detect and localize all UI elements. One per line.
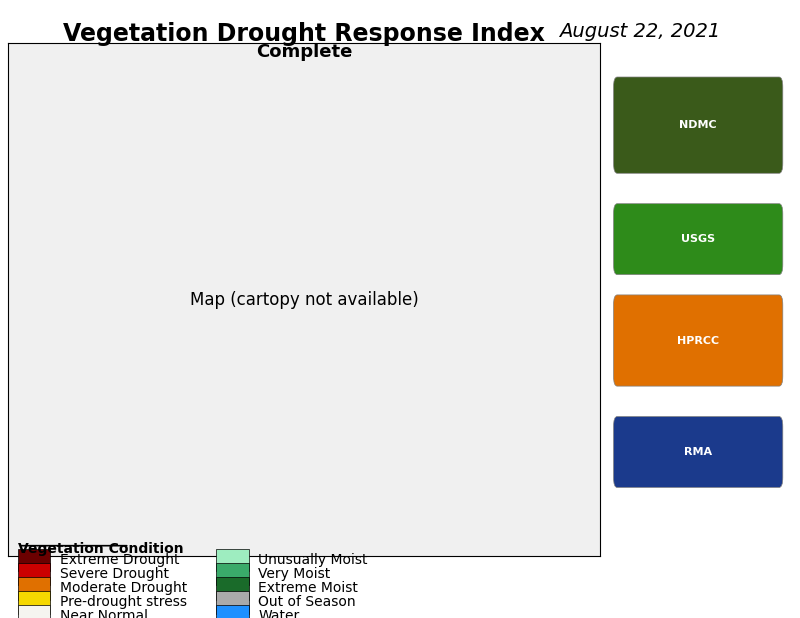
FancyBboxPatch shape <box>614 295 782 386</box>
Text: Out of Season: Out of Season <box>258 595 356 609</box>
FancyBboxPatch shape <box>614 204 782 274</box>
Text: Vegetation Drought Response Index: Vegetation Drought Response Index <box>63 22 545 46</box>
Text: Unusually Moist: Unusually Moist <box>258 553 368 567</box>
Text: HPRCC: HPRCC <box>677 336 719 345</box>
Text: Water: Water <box>258 609 300 618</box>
Bar <box>18 549 50 572</box>
Text: RMA: RMA <box>684 447 712 457</box>
Text: Complete: Complete <box>256 43 352 61</box>
Text: Severe Drought: Severe Drought <box>60 567 169 581</box>
FancyBboxPatch shape <box>614 77 782 173</box>
Bar <box>18 577 50 599</box>
Bar <box>216 577 249 599</box>
Text: Extreme Moist: Extreme Moist <box>258 582 358 595</box>
Text: Extreme Drought: Extreme Drought <box>60 553 179 567</box>
Text: NDMC: NDMC <box>679 120 717 130</box>
Bar <box>216 549 249 572</box>
Text: USGS: USGS <box>681 234 715 244</box>
Bar <box>216 563 249 585</box>
Text: Vegetation Condition: Vegetation Condition <box>18 541 183 556</box>
Text: Near Normal: Near Normal <box>60 609 148 618</box>
Text: Map (cartopy not available): Map (cartopy not available) <box>190 290 418 309</box>
Text: August 22, 2021: August 22, 2021 <box>559 22 721 41</box>
Bar <box>216 591 249 614</box>
Bar <box>18 605 50 618</box>
Bar <box>18 563 50 585</box>
Text: Very Moist: Very Moist <box>258 567 330 581</box>
FancyBboxPatch shape <box>614 417 782 488</box>
Text: Pre-drought stress: Pre-drought stress <box>60 595 187 609</box>
Bar <box>18 591 50 614</box>
Bar <box>216 605 249 618</box>
Text: Moderate Drought: Moderate Drought <box>60 582 187 595</box>
